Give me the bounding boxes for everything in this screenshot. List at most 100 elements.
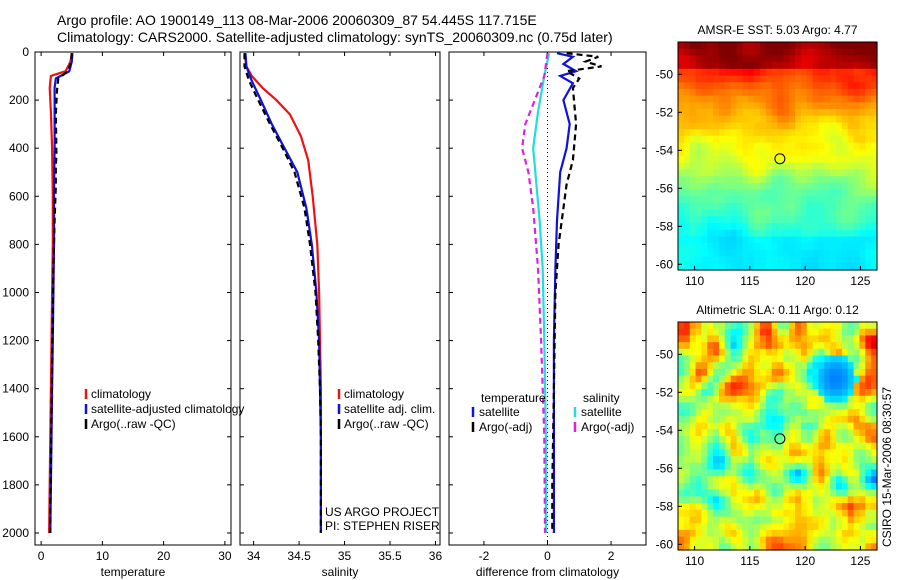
sst-map-cell <box>777 88 784 97</box>
sst-map-cell <box>783 236 790 244</box>
sla-map-cell <box>678 409 685 417</box>
sst-map-cell <box>830 115 837 124</box>
sst-map-cell <box>718 229 726 238</box>
sla-map-cell <box>800 409 808 417</box>
sst-map-cell <box>824 42 831 50</box>
sla-map-cell <box>853 509 861 518</box>
sst-map-cell <box>765 122 773 130</box>
sst-map-cell <box>836 95 843 103</box>
sst-map-ytick-label: -56 <box>656 181 674 195</box>
sla-map-cell <box>736 362 743 370</box>
sla-map-cell <box>841 516 849 524</box>
sst-map-cell <box>865 263 872 271</box>
sla-map-cell <box>871 348 878 357</box>
sst-map-cell <box>795 216 802 224</box>
sst-map-cell <box>789 62 796 70</box>
sst-map-cell <box>736 182 743 191</box>
sla-map-cell <box>759 469 767 477</box>
sla-map-cell <box>695 395 703 404</box>
sst-map-cell <box>683 236 691 244</box>
sla-map-cell <box>841 328 849 337</box>
sla-map-cell <box>800 529 808 538</box>
sst-map-cell <box>841 176 849 184</box>
sla-map-cell <box>812 449 820 457</box>
sst-map-cell <box>859 196 866 204</box>
sst-map-cell <box>824 156 831 164</box>
sla-map-cell <box>683 422 691 430</box>
sla-map-cell <box>707 362 714 370</box>
sla-map-cell <box>678 422 685 430</box>
sla-map-cell <box>847 355 855 363</box>
sla-map-cell <box>830 342 837 350</box>
sst-map-cell <box>841 229 849 238</box>
sst-map-cell <box>783 129 790 137</box>
sla-map-cell <box>683 355 691 363</box>
sla-map-cell <box>795 368 802 377</box>
sla-map-cell <box>754 496 761 504</box>
sla-map-cell <box>812 456 820 464</box>
sst-map-cell <box>824 182 831 191</box>
sst-map-cell <box>742 196 749 204</box>
sst-map-cell <box>678 216 685 224</box>
sst-map-cell <box>701 223 708 231</box>
sla-map-cell <box>713 543 720 551</box>
sst-map-cell <box>847 109 855 117</box>
sst-map-cell <box>841 162 849 171</box>
sst-map-cell <box>836 249 843 258</box>
sla-map-cell <box>806 422 814 430</box>
sst-map-cell <box>730 135 738 144</box>
sla-map-cell <box>871 543 878 551</box>
sla-map-cell <box>800 342 808 350</box>
sst-map-cell <box>859 75 866 83</box>
sst-map-cell <box>806 236 814 244</box>
sst-map-cell <box>853 229 861 238</box>
sst-map-cell <box>841 243 849 251</box>
sst-map-cell <box>736 196 743 204</box>
sla-map-cell <box>707 469 714 477</box>
sst-map-cell <box>754 129 761 137</box>
sst-map-cell <box>678 202 685 211</box>
sla-map-cell <box>841 462 849 471</box>
sla-map-cell <box>847 436 855 444</box>
sst-map-cell <box>759 42 767 50</box>
sst-map-cell <box>754 162 761 171</box>
sla-map-cell <box>748 503 755 511</box>
sla-map-cell <box>707 489 714 497</box>
sla-map-cell <box>707 509 714 518</box>
sla-map-cell <box>806 355 814 363</box>
sst-map-cell <box>678 42 685 50</box>
sla-map-cell <box>771 368 779 377</box>
sla-map-cell <box>754 389 761 397</box>
sla-map-cell <box>824 462 831 471</box>
sst-map-cell <box>689 176 697 184</box>
sla-map-cell <box>865 375 872 383</box>
sla-map-cell <box>759 402 767 410</box>
sst-map-cell <box>771 263 779 271</box>
sla-map-cell <box>818 456 825 464</box>
sst-map-cell <box>765 115 773 124</box>
sst-map-cell <box>707 209 714 217</box>
sst-map-cell <box>789 256 796 264</box>
sst-map-cell <box>754 182 761 191</box>
sla-map-cell <box>847 476 855 484</box>
sst-map-cell <box>830 263 837 271</box>
sla-map-cell <box>707 368 714 377</box>
sst-map-cell <box>701 48 708 57</box>
sla-map-cell <box>695 543 703 551</box>
sst-map-cell <box>683 82 691 90</box>
sst-map-cell <box>830 223 837 231</box>
sla-map-cell <box>707 482 714 491</box>
sst-map-cell <box>683 223 691 231</box>
sla-map-cell <box>789 409 796 417</box>
sla-map-cell <box>765 523 773 531</box>
sst-map-cell <box>789 216 796 224</box>
sla-map-cell <box>736 442 743 451</box>
sst-map-cell <box>824 48 831 57</box>
sst-map-cell <box>818 149 825 157</box>
sla-map-cell <box>742 516 749 524</box>
sla-map-cell <box>777 409 784 417</box>
sla-map-cell <box>830 335 837 343</box>
sla-map-cell <box>818 395 825 404</box>
sst-map-cell <box>830 236 837 244</box>
sla-map-cell <box>853 476 861 484</box>
